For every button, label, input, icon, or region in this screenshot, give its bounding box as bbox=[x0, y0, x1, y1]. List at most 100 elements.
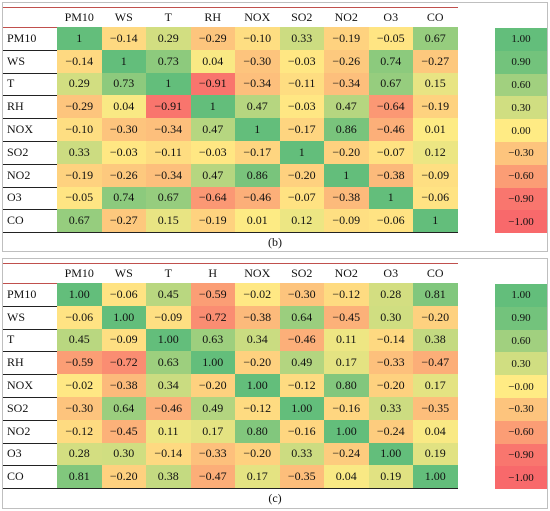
heatmap-cell: 1 bbox=[279, 141, 324, 164]
heatmap-cell: −0.35 bbox=[279, 465, 324, 489]
heatmap-cell: −0.09 bbox=[101, 328, 146, 352]
column-header: O3 bbox=[383, 265, 399, 280]
heatmap-cell: 0.30 bbox=[101, 442, 146, 466]
legend-swatch: −0.30 bbox=[495, 142, 547, 165]
heatmap-cell: −0.47 bbox=[413, 351, 458, 375]
heatmap-cell: −0.19 bbox=[413, 95, 458, 119]
heatmap-cell: −0.35 bbox=[413, 397, 458, 420]
heatmap-cell: 0.86 bbox=[235, 163, 280, 187]
column-header: CO bbox=[426, 9, 444, 24]
heatmap-cell: 1 bbox=[146, 72, 191, 96]
heatmap-cell: 0.04 bbox=[101, 95, 146, 119]
heatmap-cell: 1.00 bbox=[279, 397, 324, 420]
heatmap-cell: 1.00 bbox=[235, 374, 280, 397]
heatmap-panel-b: PM10 WS T RH NOX SO2 NO2 O3 CO PM10 1 −0.14 0.29 −0.2… bbox=[2, 2, 548, 252]
column-header: CO bbox=[426, 265, 444, 280]
heatmap-cell: −0.10 bbox=[57, 118, 102, 141]
heatmap-cell: −0.20 bbox=[279, 163, 324, 187]
heatmap-cell: −0.09 bbox=[146, 305, 191, 329]
row-label: PM10 bbox=[7, 30, 37, 45]
heatmap-cell: −0.14 bbox=[146, 442, 191, 466]
heatmap-cell: −0.07 bbox=[279, 186, 324, 210]
heatmap-cell: −0.38 bbox=[101, 374, 146, 397]
heatmap-cell: 0.64 bbox=[101, 397, 146, 420]
heatmap-cell: −0.20 bbox=[235, 442, 280, 466]
heatmap-cell: −0.19 bbox=[190, 209, 235, 233]
heatmap-cell: 0.45 bbox=[57, 328, 102, 352]
legend-swatch: 1.00 bbox=[495, 28, 547, 51]
legend-swatch: 0.90 bbox=[495, 50, 547, 74]
heatmap-cell: −0.06 bbox=[101, 283, 146, 306]
heatmap-cell: −0.12 bbox=[324, 283, 369, 306]
heatmap-cell: 0.11 bbox=[146, 419, 191, 443]
table-top-rule bbox=[3, 263, 458, 264]
row-label: NO2 bbox=[7, 167, 31, 182]
panel-caption-b: (b) bbox=[268, 235, 282, 249]
heatmap-cell: 0.38 bbox=[146, 465, 191, 489]
row-label: NOX bbox=[7, 378, 33, 393]
heatmap-cell: 0.80 bbox=[235, 419, 280, 443]
heatmap-cell: −0.05 bbox=[57, 186, 102, 210]
heatmap-cell: 0.81 bbox=[413, 283, 458, 306]
heatmap-cell: 0.34 bbox=[235, 328, 280, 352]
legend-swatch: −0.30 bbox=[495, 398, 547, 421]
heatmap-cell: −0.16 bbox=[324, 397, 369, 420]
heatmap-cell: 0.73 bbox=[146, 49, 191, 73]
heatmap-cell: −0.91 bbox=[146, 95, 191, 119]
heatmap-cell: 1 bbox=[324, 163, 369, 187]
heatmap-cell: −0.03 bbox=[279, 95, 324, 119]
heatmap-cell: 0.33 bbox=[368, 397, 413, 420]
heatmap-cell: 0.74 bbox=[101, 186, 146, 210]
heatmap-cell: 1 bbox=[101, 49, 146, 73]
row-label: PM10 bbox=[7, 286, 37, 301]
heatmap-cell: −0.19 bbox=[57, 163, 102, 187]
heatmap-cell: 0.67 bbox=[368, 72, 413, 96]
heatmap-cell: 0.29 bbox=[57, 72, 102, 96]
heatmap-cell: −0.46 bbox=[279, 328, 324, 352]
heatmap-cell: −0.46 bbox=[146, 397, 191, 420]
heatmap-cell: −0.64 bbox=[368, 95, 413, 119]
heatmap-cell: −0.24 bbox=[368, 419, 413, 443]
heatmap-cell: −0.34 bbox=[324, 72, 369, 96]
heatmap-cell: −0.11 bbox=[146, 141, 191, 164]
heatmap-cell: 1.00 bbox=[190, 351, 235, 375]
column-header: NO2 bbox=[334, 9, 358, 24]
column-header: RH bbox=[204, 9, 222, 24]
heatmap-cell: 0.11 bbox=[324, 328, 369, 352]
heatmap-cell: 0.63 bbox=[190, 328, 235, 352]
heatmap-cell: 0.28 bbox=[57, 442, 102, 466]
row-label: NO2 bbox=[7, 423, 31, 438]
heatmap-cell: 0.29 bbox=[146, 27, 191, 50]
heatmap-cell: −0.29 bbox=[190, 27, 235, 50]
row-label: O3 bbox=[7, 190, 22, 205]
column-header: O3 bbox=[383, 9, 399, 24]
heatmap-cell: −0.10 bbox=[235, 27, 280, 50]
heatmap-cell: −0.33 bbox=[368, 351, 413, 375]
heatmap-cell: −0.72 bbox=[190, 305, 235, 329]
heatmap-cell: −0.27 bbox=[413, 49, 458, 73]
heatmap-cell: 1 bbox=[235, 118, 280, 141]
legend-swatch: −0.90 bbox=[495, 187, 547, 211]
heatmap-cell: 1.00 bbox=[146, 328, 191, 352]
heatmap-cell: −0.07 bbox=[368, 141, 413, 164]
legend-swatch: 0.60 bbox=[495, 73, 547, 97]
heatmap-cell: 0.01 bbox=[413, 118, 458, 141]
row-label: CO bbox=[7, 469, 24, 484]
heatmap-cell: −0.06 bbox=[368, 209, 413, 233]
heatmap-cell: −0.03 bbox=[279, 49, 324, 73]
heatmap-cell: 0.17 bbox=[235, 465, 280, 489]
heatmap-cell: −0.38 bbox=[368, 163, 413, 187]
heatmap-cell: −0.26 bbox=[101, 163, 146, 187]
heatmap-cell: −0.14 bbox=[368, 328, 413, 352]
heatmap-cell: −0.02 bbox=[235, 283, 280, 306]
heatmap-cell: 1 bbox=[57, 27, 102, 50]
legend-swatch: −0.90 bbox=[495, 443, 547, 467]
row-label: RH bbox=[7, 99, 24, 114]
heatmap-cell: 0.15 bbox=[413, 72, 458, 96]
heatmap-cell: 0.47 bbox=[190, 163, 235, 187]
heatmap-cell: 0.17 bbox=[190, 419, 235, 443]
heatmap-cell: −0.59 bbox=[190, 283, 235, 306]
column-header: NOX bbox=[244, 9, 271, 24]
heatmap-cell: 0.49 bbox=[190, 397, 235, 420]
heatmap-cell: −0.02 bbox=[57, 374, 102, 397]
